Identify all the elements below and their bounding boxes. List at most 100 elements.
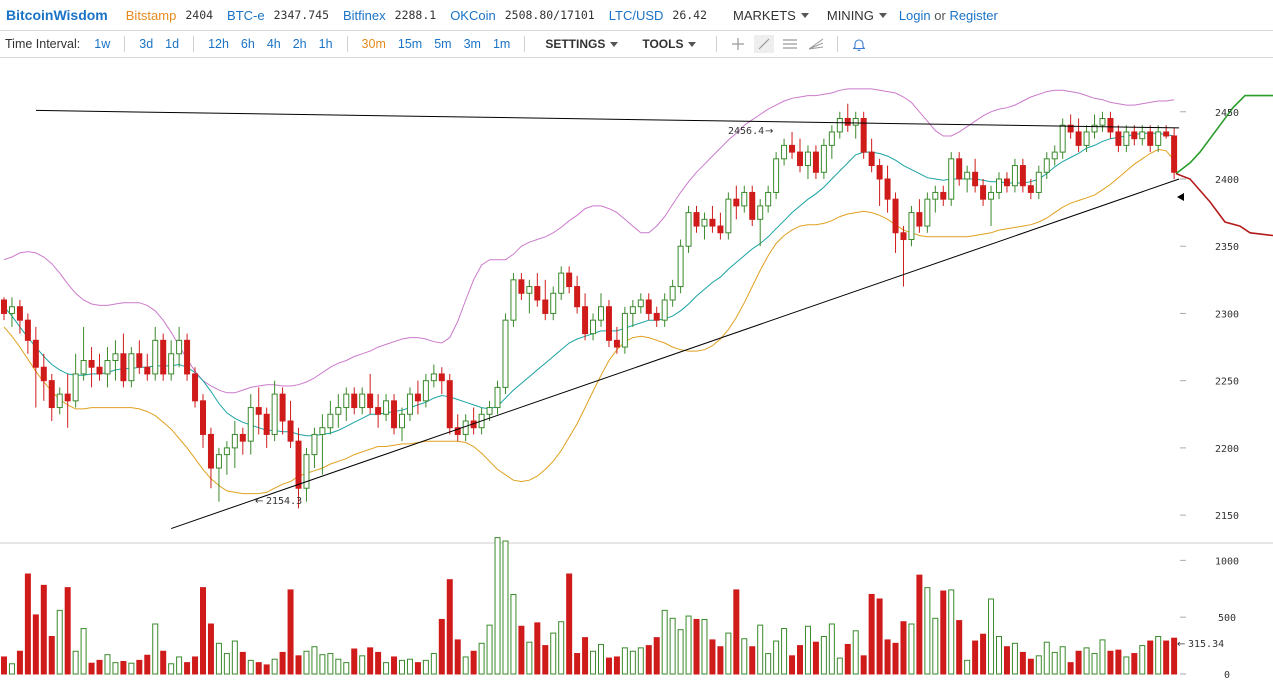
exchange-name[interactable]: LTC/USD [608,7,664,23]
volume-bar [852,630,859,675]
exchange-btce[interactable]: BTC-e 2347.745 [227,8,329,23]
register-link[interactable]: Register [949,7,998,23]
volume-bar [629,650,636,675]
interval-1m[interactable]: 1m [492,37,511,51]
exchange-name[interactable]: BTC-e [227,7,265,23]
volume-bar [422,659,429,675]
candle-body [136,353,143,368]
divider [837,36,839,52]
volume-bar [765,653,772,675]
candle-body [1099,118,1106,126]
top-navigation-bar: BitcoinWisdom Bitstamp 2404 BTC-e 2347.7… [0,0,1273,31]
volume-bar [32,614,39,675]
exchange-name[interactable]: Bitstamp [125,7,177,23]
volume-bar [56,609,63,675]
volume-bar [924,587,931,675]
moving-average-fast-line [3,132,1175,437]
candle-body [1043,158,1050,173]
settings-menu[interactable]: SETTINGS [545,37,619,51]
candle-body [653,312,660,321]
volume-bar [972,640,979,675]
interval-1w[interactable]: 1w [94,37,111,51]
candle-body [637,299,644,308]
bell-icon[interactable] [849,35,869,53]
line-icon[interactable] [754,35,775,53]
interval-3m[interactable]: 3m [463,37,481,51]
exchange-price: 26.42 [672,8,708,22]
fan-icon[interactable] [806,35,826,53]
volume-bar [868,593,875,675]
interval-5m[interactable]: 5m [434,37,452,51]
volume-bar [215,642,222,675]
volume-bar [454,639,461,675]
volume-bar [645,645,652,675]
price-chart[interactable]: 2150 2200 2250 2300 2350 2400 2450 0 500 1000 24… [0,58,1273,682]
candle-body [908,212,915,241]
volume-bar [605,657,612,675]
interval-4h[interactable]: 4h [266,37,281,51]
volume-bar [781,628,788,675]
candle-body [1059,124,1066,153]
mining-menu[interactable]: MINING [827,8,887,23]
candle-body [900,232,907,240]
interval-12h[interactable]: 12h [208,37,229,51]
volume-bar [144,654,151,675]
candle-body [789,144,796,153]
candle-body [1171,135,1178,173]
exchange-name[interactable]: Bitfinex [343,7,386,23]
candle-body [1075,131,1082,146]
volume-bar [462,656,469,675]
interval-15m[interactable]: 15m [397,37,423,51]
candle-body [391,400,398,429]
interval-1d[interactable]: 1d [165,37,180,51]
interval-1h[interactable]: 1h [318,37,333,51]
interval-6h[interactable]: 6h [240,37,255,51]
candle-body [956,158,963,180]
exchange-okcoin[interactable]: OKCoin 2508.80/17101 [450,8,595,23]
candle-body [709,218,716,227]
exchange-bitstamp[interactable]: Bitstamp 2404 [126,8,213,23]
candle-body [32,339,39,368]
candle-body [765,191,772,207]
candle-body [160,339,167,375]
interval-2h[interactable]: 2h [292,37,307,51]
interval-30m[interactable]: 30m [361,37,386,51]
volume-axis: 0 500 1000 [1180,556,1239,681]
volume-bar [1163,640,1170,675]
candle-body [685,212,692,247]
tools-menu[interactable]: TOOLS [642,37,697,51]
candle-body [287,420,294,442]
interval-3d[interactable]: 3d [139,37,154,51]
volume-bar [773,640,780,675]
parallel-lines-icon[interactable] [780,35,800,53]
candle-body [486,407,493,415]
exchange-ltcusd[interactable]: LTC/USD 26.42 [609,8,707,23]
candle-body [48,380,55,409]
volume-bar [1139,645,1146,675]
crosshair-icon[interactable] [728,35,748,53]
volume-bar [574,653,581,675]
markets-menu[interactable]: MARKETS [733,8,809,23]
volume-bar [526,641,533,675]
volume-bar [478,642,485,675]
exchange-name[interactable]: OKCoin [450,7,496,23]
exchange-bitfinex[interactable]: Bitfinex 2288.1 [343,8,436,23]
volume-bar [231,640,238,675]
candle-body [462,420,469,435]
volume-bar [1019,651,1026,675]
brand-logo[interactable]: BitcoinWisdom [6,7,108,23]
candle-body [128,353,135,382]
candle-body [454,427,461,435]
candle-body [996,178,1002,193]
volume-bar [613,656,620,675]
volume-bar [223,653,230,675]
trendline-support [170,178,1180,530]
volume-bar [1035,655,1042,675]
candle-body [940,191,947,200]
candle-body [303,454,310,489]
login-link[interactable]: Login [898,7,931,23]
volume-bar [1067,662,1074,675]
candle-body [1067,124,1074,133]
candle-body [446,380,453,429]
candle-body [184,339,191,375]
